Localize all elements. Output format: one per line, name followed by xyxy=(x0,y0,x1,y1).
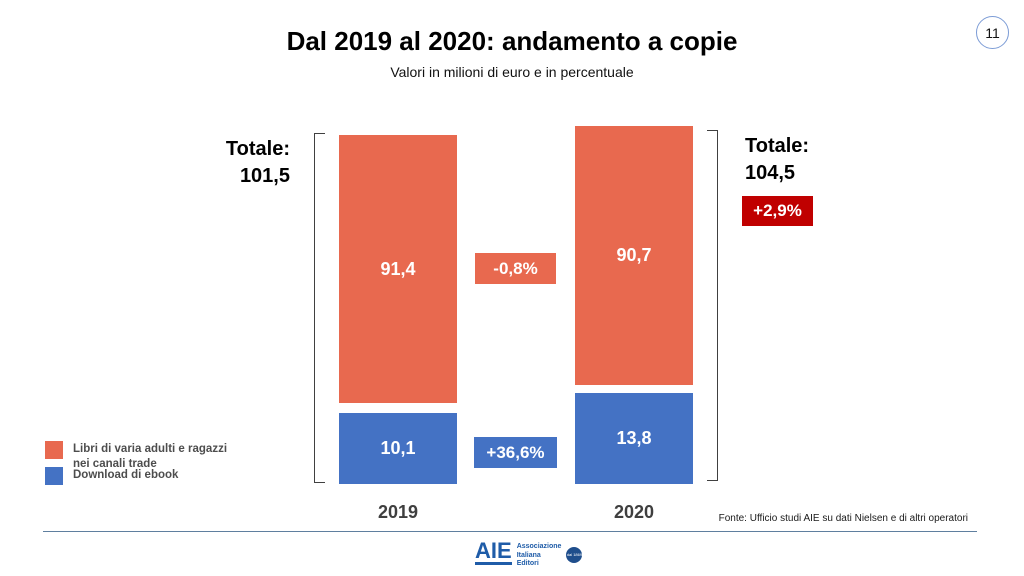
bar-2020-ebook-value: 13,8 xyxy=(616,428,652,448)
bar-2019-trade-value: 91,4 xyxy=(380,258,416,279)
bar-2019-trade: 91,4 xyxy=(339,135,457,403)
bar-2019-ebook-value: 10,1 xyxy=(380,438,416,458)
axis-label-2020: 2020 xyxy=(613,502,655,522)
aie-logo-name-line2: Italiana xyxy=(516,551,541,559)
total-change-badge: +2,9% xyxy=(742,196,813,226)
aie-logo-acronym: AIE xyxy=(475,538,512,565)
total-2020-value: 104,5 xyxy=(745,162,796,184)
page-number: 11 xyxy=(985,24,1000,41)
footer-divider xyxy=(43,531,977,533)
bracket-2019 xyxy=(314,133,325,483)
source-note: Fonte: Ufficio studi AIE su dati Nielsen… xyxy=(718,513,968,524)
legend-label-ebook-line1: Download di ebook xyxy=(73,469,179,481)
chart-subtitle: Valori in milioni di euro e in percentua… xyxy=(390,64,634,80)
aie-founding-badge: dal 1869 xyxy=(566,547,583,563)
bar-2019-ebook: 10,1 xyxy=(339,413,457,484)
bar-2020-trade-value: 90,7 xyxy=(616,245,652,265)
legend-label-ebook: Download di ebook xyxy=(73,467,178,483)
legend-label-trade-line1: Libri di varia adulti e ragazzi xyxy=(73,443,228,455)
total-2020-label: Totale: xyxy=(745,135,810,157)
change-badge-trade: -0,8% xyxy=(475,253,556,284)
legend-swatch-trade-icon xyxy=(45,441,63,459)
axis-label-2019: 2019 xyxy=(377,502,419,522)
total-change-value: +2,9% xyxy=(753,201,802,220)
change-badge-trade-value: -0,8% xyxy=(493,258,538,278)
change-badge-ebook: +36,6% xyxy=(474,437,557,468)
bar-2020-ebook: 13,8 xyxy=(575,393,693,484)
chart-title: Dal 2019 al 2020: andamento a copie xyxy=(286,26,738,56)
aie-logo-name: Associazione Italiana Editori xyxy=(517,540,562,569)
legend-label-trade: Libri di varia adulti e ragazzi nei cana… xyxy=(73,441,227,472)
page-number-badge: 11 xyxy=(976,16,1009,49)
total-2019-value: 101,5 xyxy=(239,165,290,187)
legend-item-ebook: Download di ebook xyxy=(45,467,178,485)
total-2019: Totale: 101,5 xyxy=(150,136,290,190)
bar-2020-trade: 90,7 xyxy=(575,126,693,385)
legend-swatch-ebook-icon xyxy=(45,467,63,485)
aie-logo-name-line1: Associazione xyxy=(516,543,562,550)
legend-label-trade-line2: nei canali trade xyxy=(73,458,157,470)
aie-logo-name-line3: Editori xyxy=(516,560,539,567)
total-2020: Totale: 104,5 xyxy=(745,133,875,187)
bracket-2020 xyxy=(707,130,718,481)
aie-logo: AIE Associazione Italiana Editori dal 18… xyxy=(475,538,583,569)
legend-item-trade: Libri di varia adulti e ragazzi nei cana… xyxy=(45,441,227,472)
change-badge-ebook-value: +36,6% xyxy=(486,442,545,462)
total-2019-label: Totale: xyxy=(225,138,290,160)
